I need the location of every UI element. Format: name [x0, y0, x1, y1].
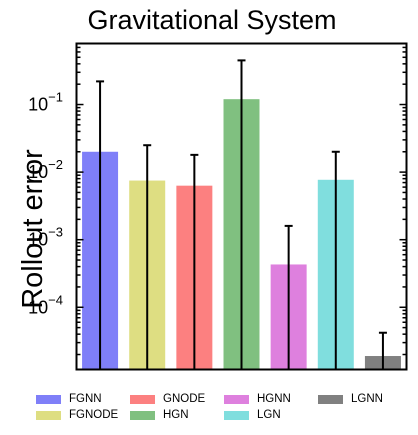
- legend-swatch: [318, 394, 343, 404]
- y-tick-label: 10−4: [28, 292, 63, 317]
- legend-swatch: [224, 394, 249, 404]
- plot-frame: [75, 42, 408, 371]
- legend-label: HGN: [163, 409, 189, 421]
- legend-label: FGNODE: [69, 409, 119, 421]
- legend-item-lgn: LGN: [224, 409, 281, 421]
- legend-item-fgnode: FGNODE: [36, 409, 118, 421]
- y-tick-label: 10−1: [28, 90, 63, 115]
- legend-label: LGNN: [351, 393, 383, 405]
- legend-label: HGNN: [257, 393, 291, 405]
- y-ticks-group: 10−1 10−2 10−3 10−4: [28, 42, 407, 356]
- y-tick-label: 10−3: [28, 225, 63, 250]
- legend-item-hgn: HGN: [130, 409, 189, 421]
- legend-swatch: [36, 410, 61, 420]
- legend-swatch: [130, 394, 155, 404]
- y-tick-label: 10−2: [28, 157, 63, 182]
- legend-item-fgnn: FGNN: [36, 393, 102, 405]
- legend-swatch: [36, 394, 61, 404]
- legend-label: FGNN: [69, 393, 102, 405]
- y-axis-label: Rollout error: [17, 149, 49, 309]
- legend-item-hgnn: HGNN: [224, 393, 291, 405]
- legend-label: LGN: [257, 409, 281, 421]
- legend-swatch: [130, 410, 155, 420]
- legend-label: GNODE: [163, 393, 206, 405]
- chart-title: Gravitational System: [87, 5, 336, 35]
- chart: Gravitational System Rollout error 10−11…: [17, 5, 408, 371]
- legend-swatch: [224, 410, 249, 420]
- error-bars-group: [96, 59, 387, 370]
- legend-item-gnode: GNODE: [130, 393, 205, 405]
- legend-item-lgnn: LGNN: [318, 393, 383, 405]
